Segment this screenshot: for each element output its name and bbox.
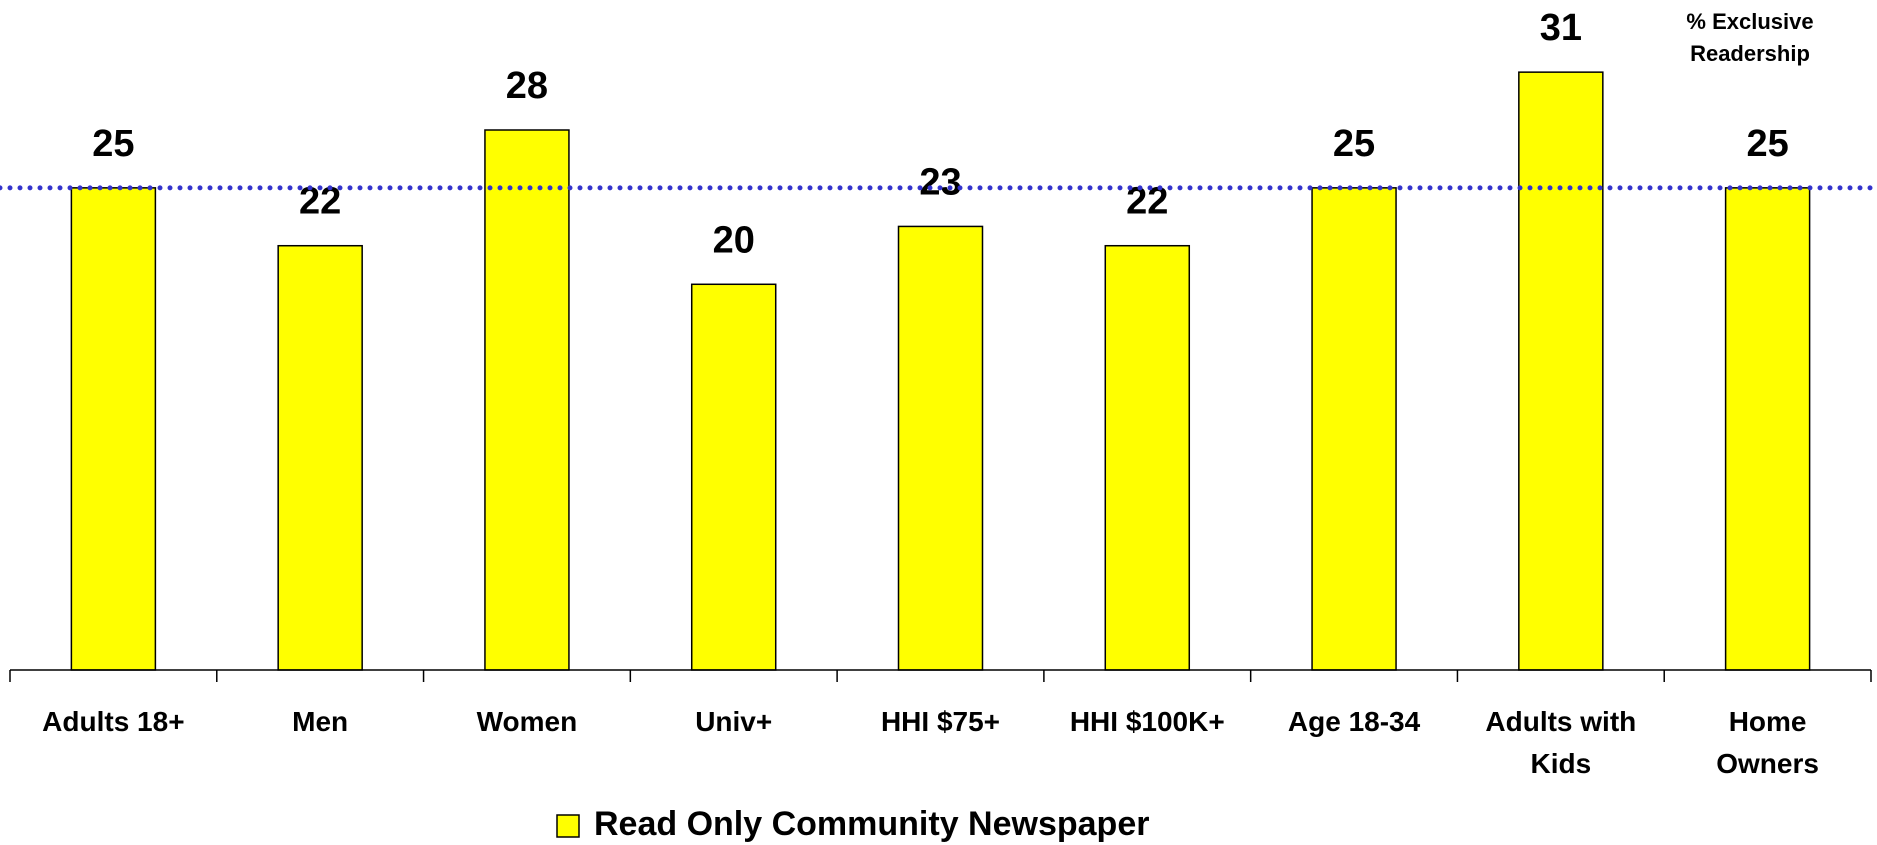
data-label: 28	[506, 65, 548, 107]
legend-label: Read Only Community Newspaper	[594, 805, 1149, 843]
bar	[1724, 187, 1811, 671]
x-tick-label: Univ+	[695, 706, 773, 737]
bar	[690, 283, 777, 671]
data-label: 25	[92, 123, 134, 165]
data-label: 25	[1333, 123, 1375, 165]
annotation: % Exclusive Readership	[1686, 9, 1814, 66]
x-tick-label: Women	[476, 706, 578, 737]
data-label: 23	[919, 161, 961, 203]
bar	[484, 129, 570, 671]
bar	[1518, 71, 1604, 671]
bar	[277, 244, 363, 671]
x-tick-label: Adults 18+	[42, 706, 185, 737]
data-label: 20	[713, 219, 755, 261]
data-label: 25	[1746, 123, 1788, 165]
legend-swatch	[556, 814, 580, 838]
x-tick-label: HHI $100K+	[1069, 706, 1225, 737]
bar	[897, 225, 984, 671]
x-tick-label: Adults with Kids	[1485, 706, 1637, 779]
bar	[70, 187, 157, 671]
data-label: 31	[1540, 7, 1582, 49]
x-tick-label: Home Owners	[1716, 706, 1819, 779]
x-tick-label: Men	[292, 706, 349, 737]
x-tick-label: HHI $75+	[880, 706, 1001, 737]
bar	[1311, 187, 1397, 671]
x-tick-label: Age 18-34	[1287, 706, 1421, 737]
bar	[1104, 244, 1191, 671]
